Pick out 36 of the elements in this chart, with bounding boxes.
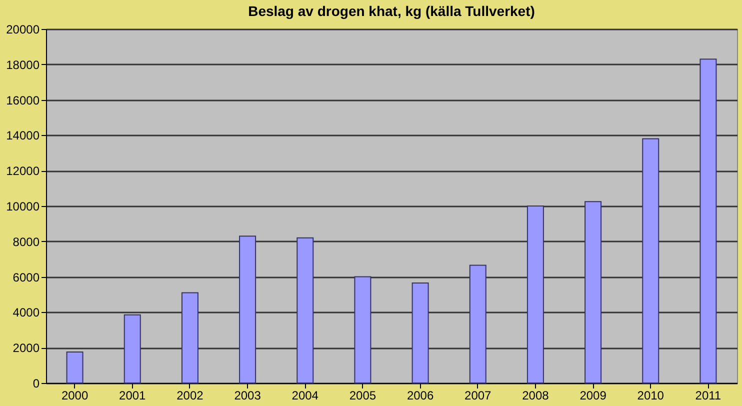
bar [642,138,660,384]
y-tick-label: 2000 [12,341,40,356]
x-tick-label: 2004 [292,388,319,402]
x-tick-label: 2007 [464,388,492,402]
bar [66,352,84,384]
bar [412,282,429,384]
x-tick-label: 2000 [61,388,88,402]
y-tick-label: 20000 [6,22,40,36]
bar [700,58,717,384]
bar [296,237,314,384]
bar [584,201,602,384]
x-tick-label: 2009 [580,388,607,402]
x-tick-label: 2008 [522,388,550,402]
y-tick-label: 10000 [6,200,40,214]
bar [354,276,372,384]
y-tick-label: 18000 [6,58,40,72]
x-tick-label: 2010 [637,388,664,402]
bar [181,292,198,384]
x-tick-label: 2006 [406,388,434,402]
bar [469,264,486,384]
y-tick-label: 4000 [12,306,40,320]
y-tick-label: 16000 [6,93,40,108]
x-tick-label: 2002 [176,388,204,402]
y-tick-label: 12000 [6,164,40,178]
bar [239,236,256,384]
y-tick-label: 14000 [6,128,40,143]
bar [526,206,544,384]
x-tick-label: 2001 [119,388,146,402]
y-tick-label: 6000 [12,270,40,284]
y-tick-label: 0 [32,376,40,390]
chart-title: Beslag av drogen khat, kg (källa Tullverket) [248,3,535,19]
bar [124,314,141,384]
x-tick-label: 2011 [695,388,722,402]
y-tick-label: 8000 [12,234,40,249]
x-tick-label: 2003 [234,388,262,402]
x-tick-label: 2005 [349,388,376,402]
